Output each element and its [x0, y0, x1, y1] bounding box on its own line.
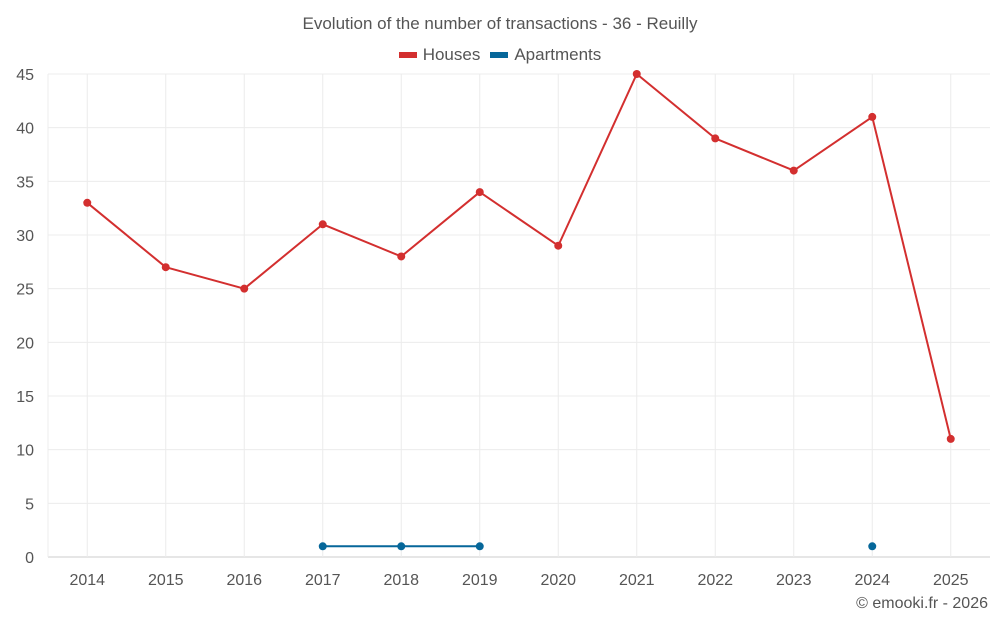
legend-label-apartments: Apartments [514, 45, 602, 64]
legend-item-apartments[interactable]: Apartments [490, 45, 601, 65]
grid-layer [48, 73, 990, 558]
x-tick-label: 2016 [226, 572, 262, 589]
data-point-houses [397, 252, 406, 261]
legend-label-houses: Houses [422, 45, 481, 64]
series-layer [83, 70, 955, 551]
data-point-houses [240, 284, 249, 293]
y-tick-label: 15 [16, 389, 34, 406]
data-point-apartments [475, 542, 484, 551]
data-point-houses [554, 241, 563, 250]
x-tick-label: 2025 [933, 572, 969, 589]
data-point-houses [946, 434, 955, 443]
data-point-houses [83, 198, 92, 207]
data-point-houses [632, 70, 641, 78]
y-tick-label: 0 [25, 550, 34, 567]
x-tick-label: 2021 [619, 572, 655, 589]
legend-item-houses[interactable]: Houses [398, 45, 481, 65]
y-tick-label: 40 [16, 121, 34, 138]
x-tick-label: 2017 [305, 572, 341, 589]
data-point-houses [318, 220, 327, 229]
y-tick-label: 20 [16, 335, 34, 352]
x-tick-label: 2023 [776, 572, 812, 589]
data-point-apartments [318, 542, 327, 551]
y-tick-label: 30 [16, 228, 34, 245]
x-tick-label: 2018 [383, 572, 419, 589]
data-point-houses [711, 134, 720, 143]
legend: Houses Apartments [0, 45, 1000, 65]
data-point-houses [475, 188, 484, 197]
legend-swatch-apartments [490, 52, 509, 58]
y-tick-label: 35 [16, 174, 34, 191]
y-tick-label: 25 [16, 282, 34, 299]
y-tick-label: 45 [16, 67, 34, 84]
x-tick-label: 2020 [540, 572, 576, 589]
data-point-apartments [397, 542, 406, 551]
data-point-houses [789, 166, 798, 175]
x-tick-label: 2024 [854, 572, 890, 589]
x-tick-label: 2022 [697, 572, 733, 589]
data-point-houses [161, 263, 170, 272]
y-tick-label: 10 [16, 443, 34, 460]
y-tick-label: 5 [25, 496, 34, 513]
data-point-houses [868, 112, 877, 121]
data-point-apartments [868, 542, 877, 551]
legend-swatch-houses [398, 52, 417, 58]
x-tick-label: 2015 [148, 572, 184, 589]
watermark: © emooki.fr - 2026 [856, 595, 988, 612]
series-line-houses [86, 73, 952, 440]
x-tick-label: 2014 [69, 572, 105, 589]
chart-title: Evolution of the number of transactions … [302, 14, 698, 33]
x-tick-label: 2019 [462, 572, 498, 589]
